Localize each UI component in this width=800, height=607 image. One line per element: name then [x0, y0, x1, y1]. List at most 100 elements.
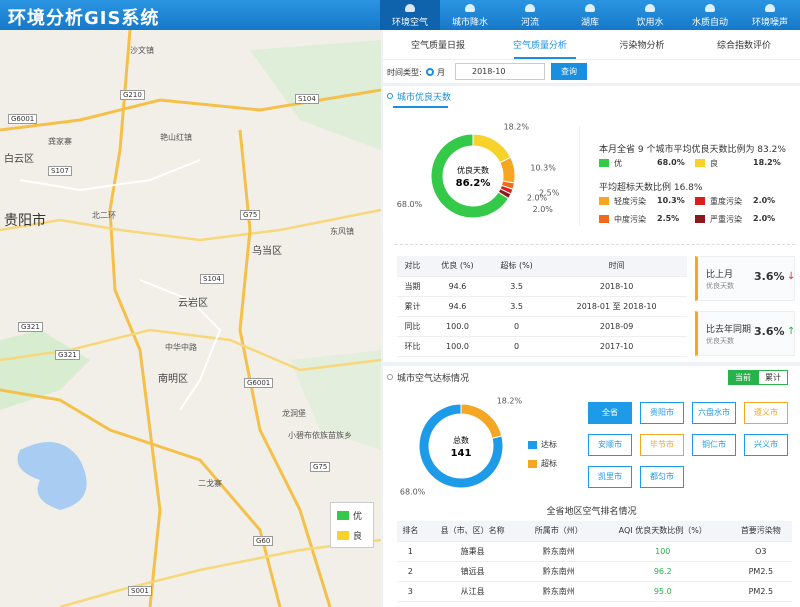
donut-label: 68.0%	[400, 488, 426, 497]
card-title: 比上月	[706, 270, 734, 280]
donut-segment	[499, 156, 516, 184]
cell: 2018-01 至 2018-10	[546, 296, 687, 317]
map-label: 贵阳市	[4, 213, 46, 229]
donut-label: 18.2%	[504, 123, 530, 132]
nav-tab[interactable]: 城市降水	[440, 0, 500, 30]
cell: 施秉县	[423, 541, 522, 562]
filter-label: 时间类型:	[387, 68, 422, 77]
cell: 镇远县	[423, 561, 522, 582]
legend-value: 10.3%	[657, 196, 685, 205]
section-title: 城市优良天数	[397, 93, 452, 103]
city-button[interactable]: 凯里市	[588, 466, 632, 488]
city-button[interactable]: 都匀市	[640, 466, 684, 488]
column-header: 优良 (%)	[427, 256, 488, 277]
ranking-table: 排名 县（市、区）名称 所属市（州） AQI 优良天数比例（%） 首要污染物 1 施秉县 黔东…	[397, 521, 792, 602]
toggle-current[interactable]: 当前	[728, 370, 758, 385]
donut-center-label: 优良天数	[457, 165, 489, 175]
legend-value: 2.0%	[753, 214, 776, 223]
legend-swatch	[599, 159, 609, 167]
cell: 100.0	[427, 316, 488, 337]
radio[interactable]	[426, 68, 434, 76]
map-base	[0, 30, 381, 607]
city-button[interactable]: 安顺市	[588, 434, 632, 456]
map-legend: 优 良	[330, 502, 374, 548]
legend-label: 中度污染	[614, 215, 646, 224]
legend-label: 优	[353, 512, 363, 522]
map-label: 二戈寨	[198, 479, 222, 488]
city-button[interactable]: 六盘水市	[692, 402, 736, 424]
city-button[interactable]: 贵阳市	[640, 402, 684, 424]
card-value: 3.6%	[754, 270, 785, 283]
cell: 94.6	[427, 276, 488, 297]
cell: 95.0	[595, 581, 730, 602]
cell: 1	[397, 541, 424, 562]
donut-label: 2.5%	[539, 188, 560, 197]
cell: 黔东南州	[521, 541, 596, 562]
donut-center-label: 总数	[453, 435, 469, 445]
cell: 96.2	[595, 561, 730, 582]
summary: 本月全省 9 个城市平均优良天数比例为 83.2%	[599, 145, 786, 155]
sub-tab[interactable]: 空气质量分析	[512, 41, 567, 51]
nav-tab[interactable]: 水质自动	[680, 0, 740, 30]
radio-label: 月	[437, 68, 445, 77]
city-button[interactable]: 兴义市	[744, 434, 788, 456]
map-label: S107	[48, 166, 72, 176]
donut-label: 68.0%	[397, 200, 423, 209]
legend-swatch	[695, 159, 705, 167]
nav-tab[interactable]: 河流	[500, 0, 560, 30]
cell: 0	[487, 336, 547, 357]
city-button[interactable]: 毕节市	[640, 434, 684, 456]
cell: 黔东南州	[521, 581, 596, 602]
sub-tab[interactable]: 综合指数评价	[716, 41, 771, 51]
column-header: 对比	[397, 256, 428, 277]
city-button[interactable]: 全省	[588, 402, 632, 424]
map-label: 乌当区	[252, 246, 282, 257]
legend-label: 良	[353, 532, 363, 542]
column-header: 时间	[546, 256, 687, 277]
map-label: G210	[120, 90, 145, 100]
column-header: 县（市、区）名称	[423, 521, 522, 542]
sub-tab[interactable]: 污染物分析	[619, 41, 665, 51]
donut-label: 18.2%	[497, 396, 523, 405]
legend-label: 轻度污染	[614, 197, 646, 206]
map-label: 云岩区	[178, 298, 208, 309]
nav-tab[interactable]: 环境噪声	[740, 0, 800, 30]
donut-chart: 68.0% 18.2% 总数 141	[400, 396, 523, 497]
map-label: G6001	[8, 114, 38, 124]
sub-tab[interactable]: 空气质量日报	[410, 41, 465, 51]
legend-swatch	[599, 215, 609, 223]
cell: 2018-09	[546, 316, 687, 337]
column-header: 首要污染物	[729, 521, 792, 542]
city-button[interactable]: 铜仁市	[692, 434, 736, 456]
legend-value: 68.0%	[657, 158, 685, 167]
legend-value: 2.0%	[753, 196, 776, 205]
summary: 平均超标天数比例 16.8%	[599, 183, 703, 193]
cell: 从江县	[423, 581, 522, 602]
cell: 黔东南州	[521, 561, 596, 582]
cell: 累计	[397, 296, 428, 317]
donut-segment	[497, 188, 512, 200]
legend-swatch	[695, 197, 705, 205]
cell: 94.6	[427, 296, 488, 317]
map-label: G321	[18, 322, 43, 332]
nav-tab[interactable]: 饮用水	[620, 0, 680, 30]
toolbar: 时间类型: 月 2018-10 查询	[383, 30, 800, 83]
trend-arrow: ↑	[787, 326, 796, 337]
cell: 0	[487, 316, 547, 337]
query-button[interactable]: 查询	[551, 63, 587, 80]
date-input[interactable]: 2018-10	[455, 63, 545, 80]
donut-segment	[418, 403, 504, 489]
cell: 3	[397, 581, 424, 602]
legend-swatch	[599, 197, 609, 205]
legend-label: 重度污染	[710, 197, 742, 206]
city-button[interactable]: 遵义市	[744, 402, 788, 424]
cell: PM2.5	[729, 561, 792, 582]
nav-tab[interactable]: 环境空气	[380, 0, 440, 30]
nav-tab[interactable]: 湖库	[560, 0, 620, 30]
map-label: G75	[240, 210, 261, 220]
compare-table: 对比 优良 (%) 超标 (%) 时间 当期 94.6 3.5 2018-10 累计 94.6 3.…	[397, 256, 687, 357]
trend-arrow: ↓	[787, 271, 796, 282]
map-label: 中华中路	[165, 343, 197, 352]
toggle-total[interactable]: 累计	[758, 370, 788, 385]
